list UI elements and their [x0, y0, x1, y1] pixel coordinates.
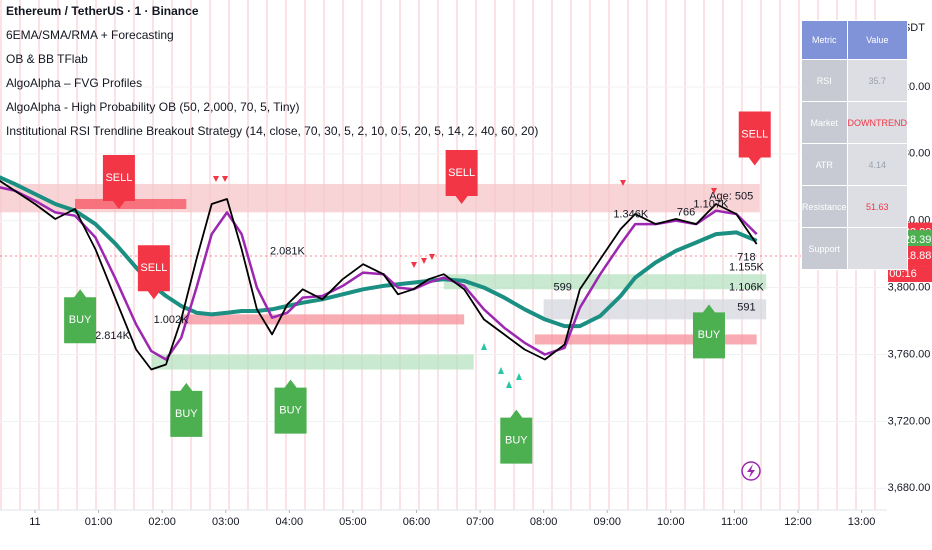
signal-label: SELL	[140, 262, 167, 274]
table-row: Support	[801, 227, 909, 270]
table-value: 35.7	[846, 59, 909, 102]
symbol-title[interactable]: Ethereum / TetherUS · 1 · Binance	[6, 4, 199, 18]
zone	[443, 274, 767, 290]
metrics-table: Metric Value RSI 35.7 Market DOWNTREND ATR 4.14…	[801, 20, 909, 270]
x-tick-label: 13:00	[848, 516, 876, 528]
signal-label: BUY	[175, 408, 198, 420]
table-header-cell: Value	[846, 20, 909, 60]
series-line	[0, 179, 758, 371]
table-row: RSI 35.7	[801, 59, 909, 102]
sell-signal	[445, 150, 478, 204]
signal-label: SELL	[741, 128, 768, 140]
x-tick-label: 03:00	[212, 516, 240, 528]
x-tick-label: 02:00	[148, 516, 176, 528]
x-tick-label: 05:00	[339, 516, 367, 528]
table-value: DOWNTREND	[846, 101, 909, 144]
x-tick-label: 09:00	[593, 516, 621, 528]
flash-icon	[741, 461, 761, 481]
buy-triangles	[481, 343, 522, 388]
volume-label: 2.081K	[270, 245, 306, 257]
table-value: 4.14	[846, 143, 909, 186]
table-value	[846, 227, 909, 270]
volume-label: 1.346K	[613, 209, 649, 221]
indicator-label[interactable]: Institutional RSI Trendline Breakout Str…	[6, 124, 539, 138]
volume-label: 1.002K	[154, 314, 190, 326]
signal-label: BUY	[69, 314, 92, 326]
zone	[534, 334, 757, 345]
y-tick-label: 3,680.00	[888, 482, 931, 494]
x-tick-label: 06:00	[403, 516, 431, 528]
signal-label: BUY	[698, 329, 721, 341]
signal-triangles	[213, 176, 717, 268]
zone	[181, 314, 465, 325]
plot-layer: 11 01:00 02:00 03:00 04:00 05:00 06:00 07:00 08:…	[0, 86, 887, 528]
x-tick-label: 01:00	[85, 516, 113, 528]
volume-label: 599	[554, 282, 572, 294]
table-row: Market DOWNTREND	[801, 101, 909, 144]
zone	[151, 354, 474, 370]
indicator-label[interactable]: 6EMA/SMA/RMA + Forecasting	[6, 28, 174, 42]
signal-label: BUY	[505, 435, 528, 447]
countdown: 00:16	[889, 268, 917, 280]
x-tick-label: 10:00	[657, 516, 685, 528]
buy-signal	[692, 304, 725, 359]
signal-label: BUY	[279, 404, 302, 416]
y-tick-label: 3,800.00	[888, 282, 931, 294]
x-tick-label: 11	[29, 516, 40, 528]
signal-label: SELL	[105, 172, 132, 184]
sell-signal	[137, 245, 170, 300]
volume-label: 1.155K	[729, 261, 765, 273]
volume-label: 718	[737, 251, 755, 263]
x-tick-label: 11:00	[721, 516, 748, 528]
table-key: ATR	[801, 143, 848, 186]
sell-signal	[102, 155, 135, 210]
table-row: ATR 4.14	[801, 143, 909, 186]
buy-signal	[500, 409, 533, 464]
table-key: Market	[801, 101, 848, 144]
table-value: 51.63	[846, 185, 909, 228]
buy-signal	[64, 289, 97, 344]
x-tick-label: 08:00	[530, 516, 558, 528]
x-tick-label: 12:00	[784, 516, 812, 528]
sell-signal	[738, 111, 771, 166]
table-key: Resistance	[801, 185, 848, 228]
indicator-label[interactable]: AlgoAlpha - High Probability OB (50, 2,0…	[6, 100, 300, 114]
volume-label: 2.814K	[95, 330, 131, 342]
table-row: Resistance 51.63	[801, 185, 909, 228]
table-key: RSI	[801, 59, 848, 102]
volume-label: 766	[677, 207, 695, 219]
indicator-label[interactable]: AlgoAlpha – FVG Profiles	[6, 76, 143, 90]
indicator-label[interactable]: OB & BB TFlab	[6, 52, 88, 66]
table-header-cell: Metric	[801, 20, 848, 60]
y-tick-label: 3,720.00	[888, 415, 931, 427]
series-line	[0, 186, 758, 361]
zone	[75, 198, 187, 210]
volume-label: 591	[737, 302, 755, 314]
y-tick-label: 3,760.00	[888, 348, 931, 360]
signal-label: SELL	[448, 167, 475, 179]
table-header-row: Metric Value	[801, 20, 909, 60]
table-key: Support	[801, 227, 848, 270]
x-tick-label: 07:00	[466, 516, 494, 528]
volume-label: 1.106K	[729, 282, 765, 294]
countdown-badge	[888, 266, 932, 283]
series-line	[0, 175, 758, 329]
buy-signal	[274, 379, 307, 434]
volume-label: 1.107K	[693, 199, 729, 211]
x-tick-label: 04:00	[276, 516, 304, 528]
buy-signal	[170, 382, 203, 437]
volume-label: Age: 505	[709, 191, 753, 203]
